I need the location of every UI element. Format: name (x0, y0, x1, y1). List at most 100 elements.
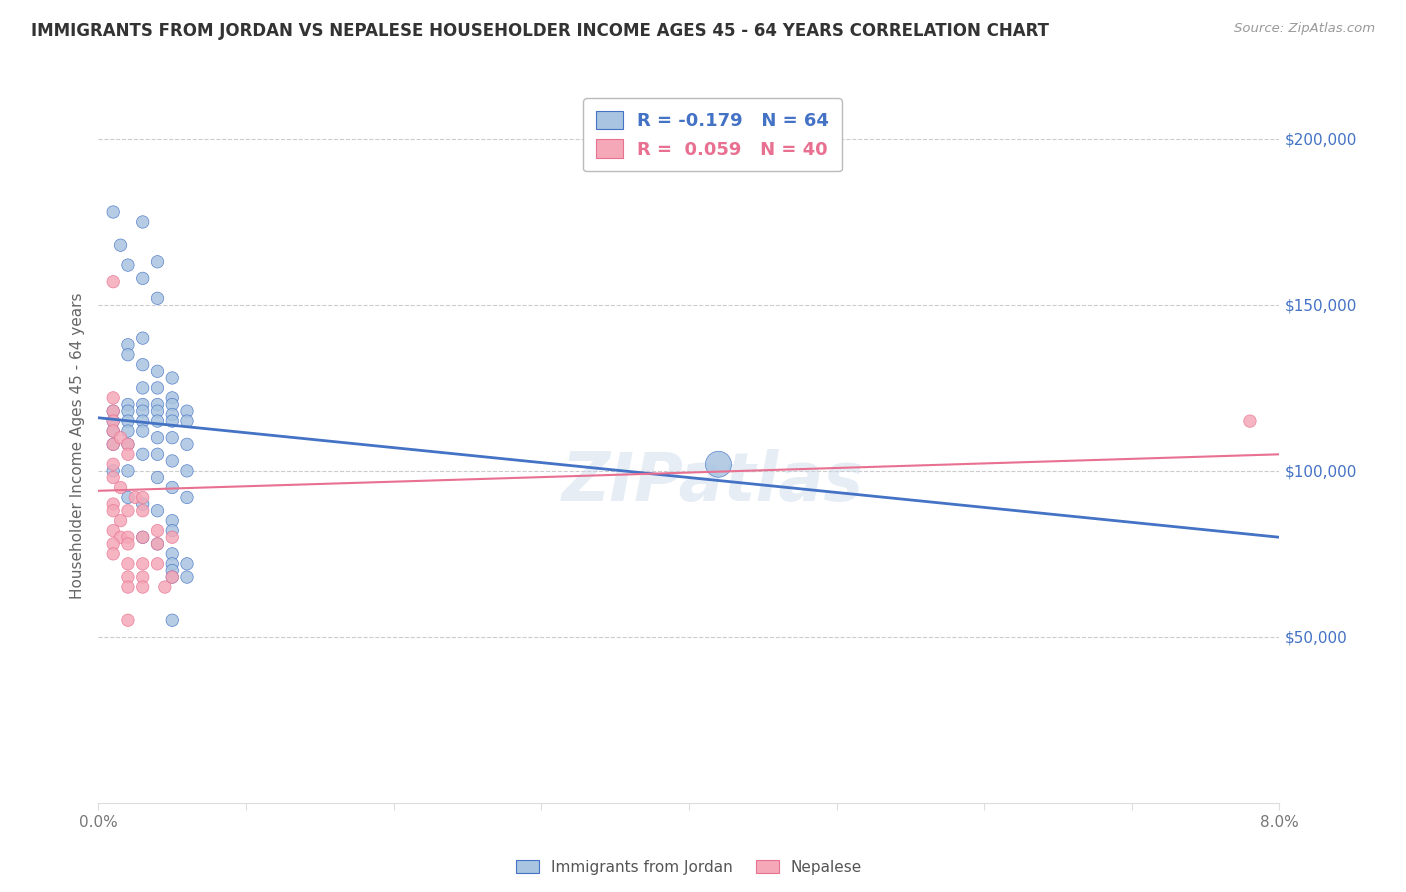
Point (117, 557, 139, 571)
Point (103, 391, 125, 405)
Legend: Immigrants from Jordan, Nepalese: Immigrants from Jordan, Nepalese (510, 854, 868, 880)
Point (132, 215, 155, 229)
Point (162, 408, 183, 422)
Point (117, 258, 139, 272)
Y-axis label: Householder Income Ages 45 - 64 years: Householder Income Ages 45 - 64 years (69, 293, 84, 599)
Point (103, 205, 125, 219)
Point (103, 464, 125, 478)
Point (146, 537, 169, 551)
Point (103, 424, 125, 438)
Point (103, 437, 125, 451)
Point (117, 580, 139, 594)
Point (110, 238, 132, 252)
Text: Source: ZipAtlas.com: Source: ZipAtlas.com (1234, 22, 1375, 36)
Point (176, 557, 198, 571)
Point (124, 491, 146, 505)
Point (146, 254, 169, 268)
Point (162, 530, 183, 544)
Point (132, 557, 155, 571)
Point (176, 404, 198, 418)
Text: ZIPatlas: ZIPatlas (561, 449, 863, 515)
Point (153, 580, 176, 594)
Point (146, 414, 169, 428)
Point (132, 530, 155, 544)
Point (162, 397, 183, 411)
Point (132, 447, 155, 461)
Point (162, 524, 183, 538)
Point (146, 537, 169, 551)
Point (103, 424, 125, 438)
Point (176, 570, 198, 584)
Point (146, 291, 169, 305)
Point (132, 381, 155, 395)
Point (162, 454, 183, 468)
Point (117, 613, 139, 627)
Point (117, 338, 139, 352)
Point (146, 381, 169, 395)
Point (103, 470, 125, 484)
Point (146, 504, 169, 518)
Point (146, 470, 169, 484)
Point (132, 504, 155, 518)
Point (117, 504, 139, 518)
Point (117, 397, 139, 411)
Point (132, 424, 155, 438)
Point (103, 504, 125, 518)
Point (132, 530, 155, 544)
Point (117, 414, 139, 428)
Point (117, 437, 139, 451)
Point (146, 397, 169, 411)
Point (117, 348, 139, 362)
Point (1239, 414, 1261, 428)
Point (103, 537, 125, 551)
Point (132, 397, 155, 411)
Point (132, 331, 155, 345)
Point (146, 557, 169, 571)
Point (132, 404, 155, 418)
Point (162, 391, 183, 405)
Point (103, 404, 125, 418)
Point (162, 481, 183, 495)
Point (117, 491, 139, 505)
Point (162, 514, 183, 528)
Point (162, 570, 183, 584)
Point (117, 570, 139, 584)
Point (103, 497, 125, 511)
Text: IMMIGRANTS FROM JORDAN VS NEPALESE HOUSEHOLDER INCOME AGES 45 - 64 YEARS CORRELA: IMMIGRANTS FROM JORDAN VS NEPALESE HOUSE… (31, 22, 1049, 40)
Point (132, 271, 155, 285)
Point (103, 414, 125, 428)
Point (132, 358, 155, 372)
Point (162, 613, 183, 627)
Point (110, 514, 132, 528)
Point (110, 431, 132, 445)
Point (176, 437, 198, 451)
Point (110, 530, 132, 544)
Point (103, 404, 125, 418)
Point (117, 447, 139, 461)
Point (162, 431, 183, 445)
Point (162, 547, 183, 561)
Point (162, 564, 183, 578)
Point (132, 414, 155, 428)
Point (132, 570, 155, 584)
Point (176, 491, 198, 505)
Point (103, 275, 125, 289)
Point (176, 464, 198, 478)
Point (117, 437, 139, 451)
Point (132, 497, 155, 511)
Point (162, 414, 183, 428)
Point (110, 481, 132, 495)
Point (146, 524, 169, 538)
Point (146, 447, 169, 461)
Point (117, 424, 139, 438)
Point (146, 431, 169, 445)
Point (117, 464, 139, 478)
Point (162, 557, 183, 571)
Point (103, 414, 125, 428)
Point (146, 404, 169, 418)
Point (103, 547, 125, 561)
Point (117, 530, 139, 544)
Point (117, 537, 139, 551)
Point (117, 404, 139, 418)
Point (176, 414, 198, 428)
